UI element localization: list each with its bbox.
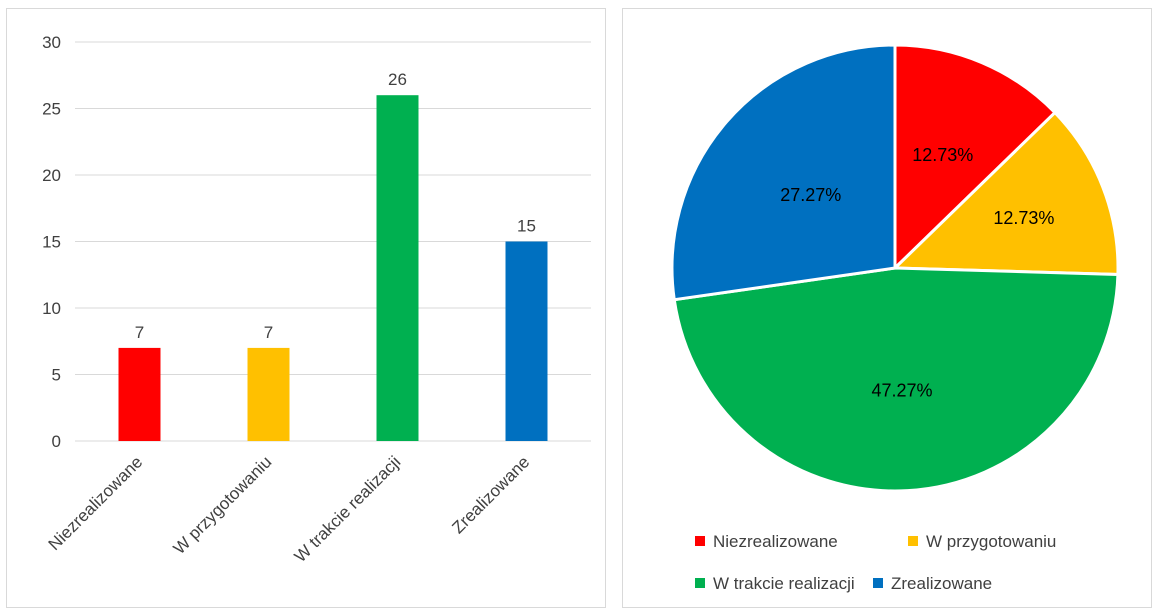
bar-y-axis-ticks: 0 5 10 15 20 25 30 (42, 33, 61, 451)
legend-swatch-w-przygotowaniu (908, 536, 918, 546)
bar-data-labels: 7 7 26 15 (135, 70, 536, 342)
pie-value-label-w-trakcie-realizacji: 47.27% (871, 380, 932, 400)
legend-swatch-w-trakcie-realizacji (695, 578, 705, 588)
y-tick-label-0: 0 (52, 432, 61, 451)
y-tick-label-25: 25 (42, 100, 61, 119)
pie-slices (670, 43, 1120, 493)
bar-series (118, 95, 548, 441)
x-tick-label-w-trakcie-realizacji: W trakcie realizacji (291, 452, 405, 566)
bar-value-label-w-trakcie-realizacji: 26 (388, 70, 407, 89)
y-tick-label-10: 10 (42, 299, 61, 318)
bar-gridlines (75, 41, 591, 442)
pie-legend: Niezrealizowane W przygotowaniu W trakcie … (695, 532, 1056, 593)
x-tick-label-w-przygotowaniu: W przygotowaniu (170, 452, 276, 558)
y-tick-label-15: 15 (42, 233, 61, 252)
pie-chart-panel: 12.73% 12.73% 47.27% 27.27% Niezrealizowane… (622, 8, 1152, 608)
pie-slice-zrealizowane (670, 43, 897, 302)
legend-label-niezrealizowane: Niezrealizowane (713, 532, 838, 551)
bar-value-label-w-przygotowaniu: 7 (264, 323, 273, 342)
pie-chart: 12.73% 12.73% 47.27% 27.27% Niezrealizowane… (670, 43, 1120, 593)
bar-value-label-zrealizowane: 15 (517, 217, 536, 236)
pie-value-label-w-przygotowaniu: 12.73% (993, 208, 1054, 228)
legend-swatch-niezrealizowane (695, 536, 705, 546)
legend-swatch-zrealizowane (873, 578, 883, 588)
bar-chart-panel: 0 5 10 15 20 25 30 7 7 26 15 Niezrealizowane W prz… (6, 8, 606, 608)
pie-data-labels: 12.73% 12.73% 47.27% 27.27% (780, 145, 1054, 400)
bar-w-przygotowaniu (247, 347, 290, 441)
legend-label-w-trakcie-realizacji: W trakcie realizacji (713, 574, 855, 593)
legend-label-w-przygotowaniu: W przygotowaniu (926, 532, 1056, 551)
pie-slice-w-trakcie-realizacji (672, 266, 1120, 493)
y-tick-label-30: 30 (42, 33, 61, 52)
bar-chart: 0 5 10 15 20 25 30 7 7 26 15 Niezrealizowane W prz… (42, 33, 591, 566)
y-tick-label-5: 5 (52, 366, 61, 385)
pie-slice-niezrealizowane (893, 43, 1058, 272)
y-tick-label-20: 20 (42, 166, 61, 185)
bar-value-label-niezrealizowane: 7 (135, 323, 144, 342)
x-tick-label-zrealizowane: Zrealizowane (448, 452, 533, 537)
bar-zrealizowane (505, 241, 548, 441)
legend-label-zrealizowane: Zrealizowane (891, 574, 992, 593)
bar-x-axis-ticks: Niezrealizowane W przygotowaniu W trakcie … (45, 452, 534, 566)
bar-niezrealizowane (118, 347, 161, 441)
x-tick-label-niezrealizowane: Niezrealizowane (45, 452, 147, 554)
pie-value-label-niezrealizowane: 12.73% (912, 145, 973, 165)
pie-slice-w-przygotowaniu (891, 110, 1120, 276)
bar-w-trakcie-realizacji (376, 95, 419, 441)
pie-value-label-zrealizowane: 27.27% (780, 185, 841, 205)
